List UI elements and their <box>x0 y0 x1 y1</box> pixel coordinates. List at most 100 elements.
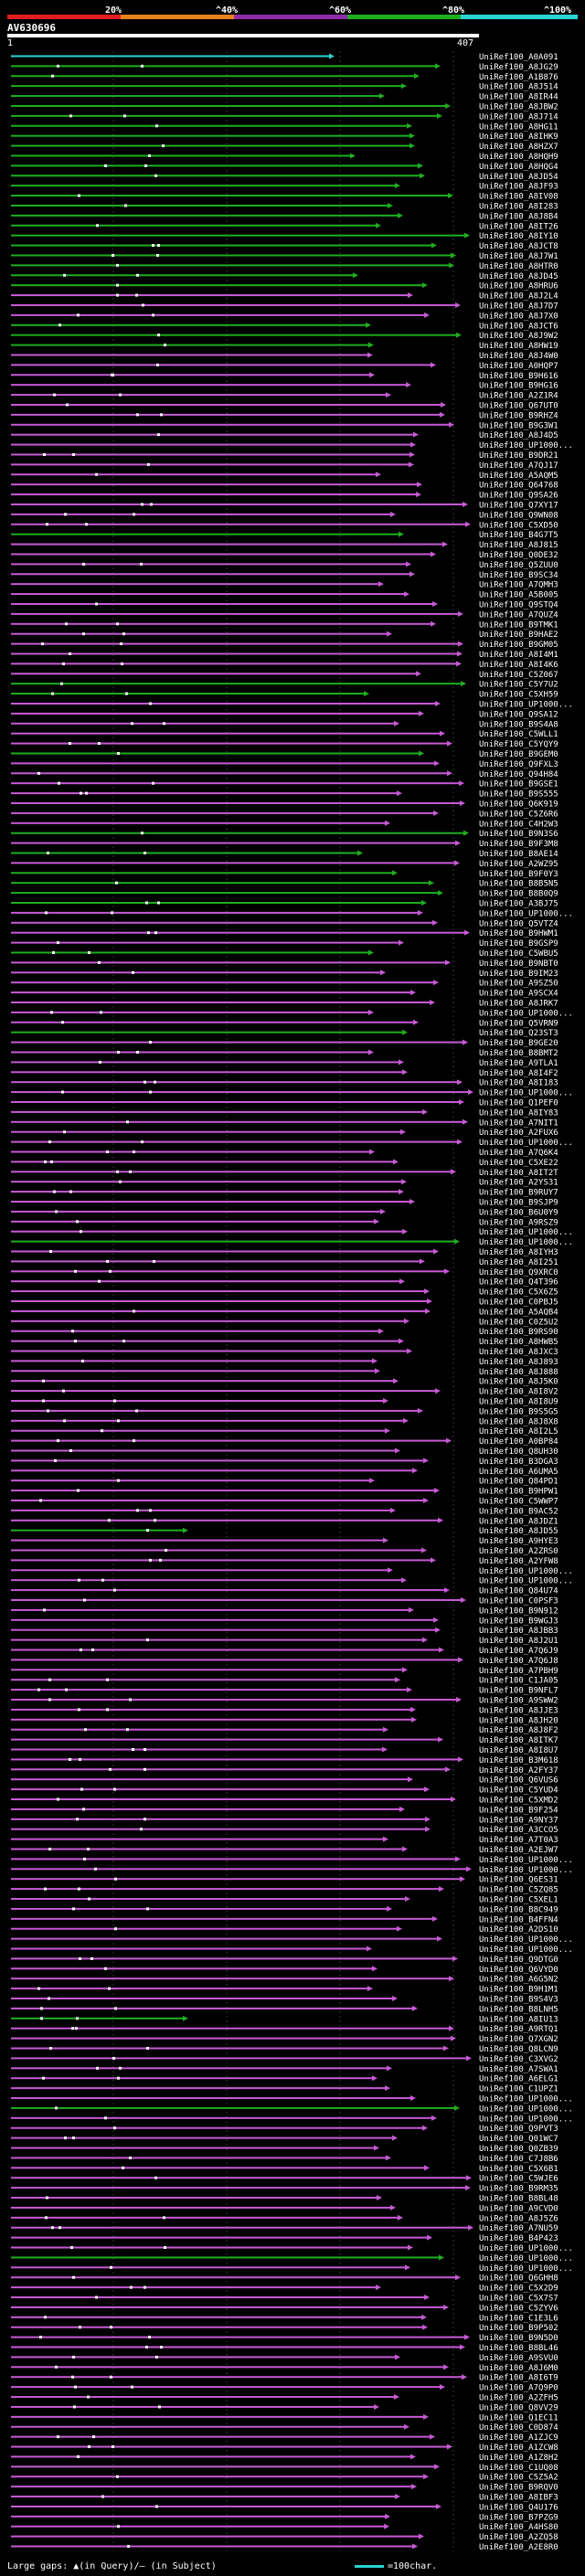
hit-id-link[interactable]: UniRef100_UP1000... <box>479 1089 573 1098</box>
hit-id-link[interactable]: UniRef100_Q6ES31 <box>479 1876 558 1885</box>
hit-bar[interactable] <box>11 1718 411 1721</box>
hit-bar[interactable] <box>11 2216 398 2219</box>
hit-id-link[interactable]: UniRef100_A8J2L4 <box>479 292 558 302</box>
hit-row[interactable]: UniRef100_UP1000... <box>11 1139 573 1148</box>
hit-bar[interactable] <box>11 622 431 625</box>
hit-id-link[interactable]: UniRef100_Q8LCN9 <box>479 2045 558 2054</box>
hit-row[interactable]: UniRef100_Q0ZB39 <box>11 2145 558 2154</box>
hit-row[interactable]: UniRef100_A8J5K0 <box>11 1378 558 1387</box>
hit-bar[interactable] <box>11 1240 454 1243</box>
hit-id-link[interactable]: UniRef100_A8J893 <box>479 1358 558 1367</box>
hit-bar[interactable] <box>11 95 379 98</box>
hit-id-link[interactable]: UniRef100_UP1000... <box>479 700 573 709</box>
hit-id-link[interactable]: UniRef100_A8JH20 <box>479 1716 558 1725</box>
hit-id-link[interactable]: UniRef100_UP1000... <box>479 1228 573 1237</box>
hit-row[interactable]: UniRef100_B4G7T5 <box>11 531 558 540</box>
hit-bar[interactable] <box>11 1927 397 1930</box>
hit-row[interactable]: UniRef100_UP1000... <box>11 1089 573 1098</box>
hit-row[interactable]: UniRef100_A2YFW8 <box>11 1557 558 1566</box>
hit-row[interactable]: UniRef100_A2ZRS0 <box>11 1547 558 1556</box>
hit-id-link[interactable]: UniRef100_A8IR44 <box>479 93 558 102</box>
hit-row[interactable]: UniRef100_B9RS90 <box>11 1328 558 1337</box>
hit-id-link[interactable]: UniRef100_A8I4F2 <box>479 1069 558 1078</box>
hit-bar[interactable] <box>11 1409 418 1412</box>
hit-id-link[interactable]: UniRef100_A8HZX7 <box>479 143 558 152</box>
hit-bar[interactable] <box>11 2037 451 2040</box>
hit-row[interactable]: UniRef100_A8HRU6 <box>11 282 558 292</box>
hit-row[interactable]: UniRef100_Q6VYD0 <box>11 1966 558 1975</box>
hit-bar[interactable] <box>11 1290 424 1293</box>
hit-bar[interactable] <box>11 1429 385 1432</box>
hit-row[interactable]: UniRef100_Q67UT0 <box>11 401 558 410</box>
hit-row[interactable]: UniRef100_B9F0Y3 <box>11 870 558 879</box>
hit-row[interactable]: UniRef100_C5WBU5 <box>11 949 558 959</box>
hit-bar[interactable] <box>11 2496 395 2498</box>
hit-id-link[interactable]: UniRef100_A8IT26 <box>479 222 558 231</box>
hit-id-link[interactable]: UniRef100_UP1000... <box>479 1945 573 1955</box>
hit-row[interactable]: UniRef100_C5ZYV6 <box>11 2304 558 2313</box>
hit-row[interactable]: UniRef100_B9GSE1 <box>11 780 558 790</box>
hit-id-link[interactable]: UniRef100_A8IHK9 <box>479 133 558 142</box>
hit-row[interactable]: UniRef100_C1UQ08 <box>11 2464 558 2473</box>
hit-id-link[interactable]: UniRef100_B3DGA3 <box>479 1458 558 1467</box>
hit-id-link[interactable]: UniRef100_Q67UT0 <box>479 401 558 410</box>
hit-bar[interactable] <box>11 693 364 695</box>
hit-bar[interactable] <box>11 941 399 944</box>
hit-row[interactable]: UniRef100_A8J8B4 <box>11 212 558 221</box>
hit-id-link[interactable]: UniRef100_B9WGJ3 <box>479 1617 558 1626</box>
hit-bar[interactable] <box>11 1599 461 1602</box>
hit-row[interactable]: UniRef100_A8JXC3 <box>11 1348 558 1357</box>
hit-id-link[interactable]: UniRef100_B9RQV0 <box>479 2484 558 2493</box>
hit-bar[interactable] <box>11 2246 408 2249</box>
hit-row[interactable]: UniRef100_B8B0Q9 <box>11 890 558 899</box>
hit-id-link[interactable]: UniRef100_A8IT2T <box>479 1169 558 1178</box>
hit-row[interactable]: UniRef100_A7SWA1 <box>11 2065 558 2074</box>
hit-bar[interactable] <box>11 2027 449 2030</box>
hit-id-link[interactable]: UniRef100_B9HG16 <box>479 382 558 391</box>
hit-bar[interactable] <box>11 1230 402 1233</box>
hit-bar[interactable] <box>11 2296 424 2299</box>
hit-bar[interactable] <box>11 1120 463 1123</box>
hit-bar[interactable] <box>11 2486 411 2488</box>
hit-id-link[interactable]: UniRef100_A8IV08 <box>479 193 558 202</box>
hit-id-link[interactable]: UniRef100_A8I283 <box>479 202 558 211</box>
hit-bar[interactable] <box>11 1638 422 1641</box>
hit-id-link[interactable]: UniRef100_UP1000... <box>479 441 573 451</box>
hit-id-link[interactable]: UniRef100_Q9SA26 <box>479 492 558 501</box>
hit-id-link[interactable]: UniRef100_C0PSF3 <box>479 1597 558 1606</box>
hit-id-link[interactable]: UniRef100_B9GEM0 <box>479 750 558 759</box>
hit-bar[interactable] <box>11 175 420 177</box>
hit-bar[interactable] <box>11 1320 404 1322</box>
hit-row[interactable]: UniRef100_B3DGA3 <box>11 1458 558 1467</box>
hit-bar[interactable] <box>11 1370 375 1373</box>
hit-bar[interactable] <box>11 862 454 864</box>
hit-id-link[interactable]: UniRef100_A8J7W1 <box>479 252 558 261</box>
hit-id-link[interactable]: UniRef100_B9GM05 <box>479 641 558 650</box>
hit-id-link[interactable]: UniRef100_A8JJE3 <box>479 1706 558 1715</box>
hit-bar[interactable] <box>11 234 464 237</box>
hit-bar[interactable] <box>11 1838 383 1840</box>
hit-bar[interactable] <box>11 2077 372 2080</box>
hit-id-link[interactable]: UniRef100_A2WZ95 <box>479 860 558 869</box>
hit-id-link[interactable]: UniRef100_Q5ZUU0 <box>479 561 558 570</box>
hit-bar[interactable] <box>11 1021 413 1023</box>
hit-id-link[interactable]: UniRef100_A8J9W2 <box>479 332 558 341</box>
hit-bar[interactable] <box>11 1081 457 1084</box>
hit-row[interactable]: UniRef100_Q6ES31 <box>11 1876 558 1885</box>
hit-id-link[interactable]: UniRef100_A8HW19 <box>479 342 558 351</box>
hit-row[interactable]: UniRef100_Q5VRN9 <box>11 1019 558 1028</box>
hit-id-link[interactable]: UniRef100_A5AQB4 <box>479 1308 558 1317</box>
hit-bar[interactable] <box>11 911 418 914</box>
hit-bar[interactable] <box>11 2425 404 2428</box>
hit-id-link[interactable]: UniRef100_C5XMD2 <box>479 1797 558 1806</box>
hit-bar[interactable] <box>11 1788 424 1791</box>
hit-row[interactable]: UniRef100_A8ITK7 <box>11 1736 558 1745</box>
hit-bar[interactable] <box>11 1449 395 1452</box>
hit-id-link[interactable]: UniRef100_Q64768 <box>479 482 558 491</box>
hit-row[interactable]: UniRef100_C7J8B6 <box>11 2155 558 2164</box>
hit-row[interactable]: UniRef100_A1ZCW8 <box>11 2443 558 2453</box>
hit-id-link[interactable]: UniRef100_UP1000... <box>479 1139 573 1148</box>
hit-bar[interactable] <box>11 1768 445 1771</box>
hit-bar[interactable] <box>11 1679 395 1681</box>
hit-row[interactable]: UniRef100_B9N3S6 <box>11 830 558 839</box>
